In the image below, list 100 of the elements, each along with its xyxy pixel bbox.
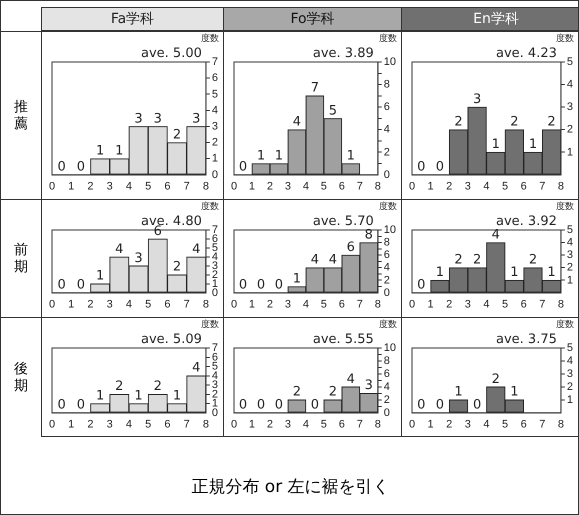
x-tick-label: 5 <box>502 418 508 430</box>
x-tick-label: 6 <box>164 298 170 310</box>
data-label: 0 <box>417 398 426 413</box>
y-axis-title: 度数 <box>556 200 574 212</box>
data-label: 1 <box>96 388 104 404</box>
data-label: 2 <box>172 260 182 275</box>
x-tick-label: 1 <box>68 418 74 430</box>
y-axis-title: 度数 <box>201 318 219 330</box>
data-label: 4 <box>310 252 320 268</box>
x-tick-label: 1 <box>428 418 434 430</box>
data-label: 0 <box>256 278 266 293</box>
data-label: 0 <box>76 278 85 293</box>
y-tick-label: 10 <box>384 342 396 354</box>
data-label: 1 <box>528 137 538 152</box>
x-tick-label: 5 <box>145 418 152 430</box>
data-label: 1 <box>115 144 124 159</box>
y-tick-label: 1 <box>566 146 574 158</box>
data-label: 1 <box>274 148 284 164</box>
x-tick-label: 0 <box>230 418 238 430</box>
chart-title: En学科 <box>401 7 579 31</box>
text: 前期 <box>14 242 28 276</box>
x-tick-label: 7 <box>184 180 190 192</box>
x-tick-label: 6 <box>520 418 527 430</box>
x-tick-label: 1 <box>248 418 256 430</box>
data-label: 0 <box>256 398 266 413</box>
y-tick-label: 3 <box>566 249 574 262</box>
x-tick-label: 4 <box>483 180 490 192</box>
y-tick-label: 1 <box>212 152 218 165</box>
y-tick-label: 8 <box>384 78 390 91</box>
x-tick-label: 0 <box>408 418 416 430</box>
data-label: 3 <box>364 378 373 394</box>
y-tick-label: 0 <box>384 286 390 299</box>
chart-title: Fa学科 <box>41 7 224 31</box>
text: ave. 5.09 <box>141 332 202 347</box>
x-tick-label: 1 <box>428 180 434 192</box>
data-label: 1 <box>454 384 463 400</box>
data-label: 1 <box>134 388 143 404</box>
y-tick-label: 5 <box>566 342 574 354</box>
x-tick-label: 3 <box>106 298 113 310</box>
data-label: 0 <box>57 398 66 413</box>
x-tick-label: 4 <box>126 418 132 430</box>
x-tick-label: 3 <box>464 418 471 430</box>
text: ave. 5.70 <box>312 214 374 229</box>
x-tick-label: 8 <box>202 180 209 192</box>
y-tick-label: 7 <box>212 342 218 354</box>
data-label: 0 <box>76 398 85 413</box>
x-tick-label: 8 <box>558 418 564 430</box>
text: ave. 3.75 <box>496 332 557 347</box>
x-tick-label: 7 <box>356 180 363 192</box>
data-label: 0 <box>310 398 320 413</box>
x-tick-label: 2 <box>266 418 274 430</box>
y-tick-label: 1 <box>566 394 574 406</box>
y-tick-label: 1 <box>566 274 574 286</box>
x-tick-label: 6 <box>164 418 170 430</box>
x-tick-label: 4 <box>483 298 490 310</box>
x-tick-label: 0 <box>48 418 56 430</box>
y-tick-label: 8 <box>384 236 390 249</box>
chart-title: Fo学科 <box>223 7 402 31</box>
data-label: 4 <box>492 227 500 242</box>
x-tick-label: 7 <box>539 180 546 192</box>
x-tick-label: 0 <box>48 298 56 310</box>
data-label: 4 <box>115 242 124 257</box>
x-tick-label: 7 <box>539 418 546 430</box>
x-tick-label: 4 <box>126 180 132 192</box>
y-tick-label: 10 <box>384 224 396 236</box>
x-tick-label: 7 <box>184 418 190 430</box>
x-tick-label: 3 <box>284 180 291 192</box>
y-tick-label: 8 <box>384 354 390 367</box>
y-tick-label: 3 <box>212 120 218 132</box>
data-label: 3 <box>154 111 162 126</box>
text: ave. 3.92 <box>496 214 557 229</box>
data-label: 2 <box>510 114 518 130</box>
x-tick-label: 4 <box>302 180 309 192</box>
y-tick-label: 6 <box>212 72 218 84</box>
y-tick-label: 2 <box>384 394 390 406</box>
data-label: 4 <box>192 242 200 257</box>
y-tick-label: 6 <box>384 101 390 114</box>
y-axis-title: 度数 <box>201 200 219 212</box>
data-label: 2 <box>454 114 463 130</box>
data-label: 6 <box>346 240 355 255</box>
data-label: 0 <box>274 278 284 293</box>
text: ave. 5.55 <box>312 332 374 347</box>
y-tick-label: 2 <box>212 136 218 149</box>
x-tick-label: 2 <box>87 180 94 192</box>
y-tick-label: 2 <box>384 274 390 286</box>
data-label: 2 <box>154 379 162 394</box>
y-tick-label: 5 <box>566 224 574 236</box>
y-tick-label: 4 <box>566 354 574 367</box>
x-tick-label: 2 <box>87 418 94 430</box>
x-tick-label: 4 <box>483 418 490 430</box>
y-tick-label: 0 <box>384 168 390 181</box>
y-tick-label: 6 <box>384 368 390 380</box>
x-tick-label: 7 <box>356 298 363 310</box>
data-label: 0 <box>436 398 444 413</box>
y-tick-label: 4 <box>566 236 574 249</box>
data-label: 1 <box>172 388 182 404</box>
x-tick-label: 0 <box>230 298 238 310</box>
x-tick-label: 3 <box>106 418 113 430</box>
data-label: 4 <box>292 114 302 130</box>
text: 推薦 <box>14 98 28 132</box>
